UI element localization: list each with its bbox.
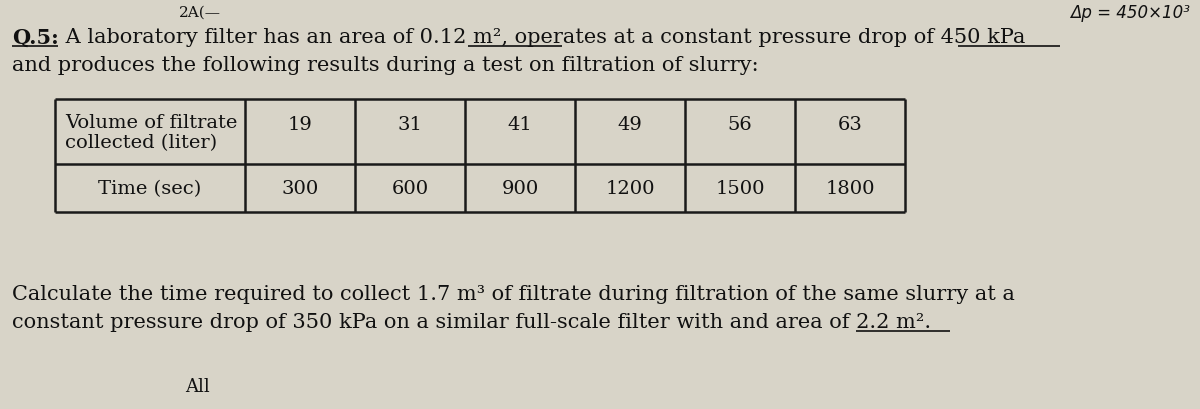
Text: Δp = 450×10³: Δp = 450×10³: [1070, 4, 1190, 22]
Text: 19: 19: [288, 115, 312, 133]
Text: 2A(—: 2A(—: [179, 6, 221, 20]
Text: Q.5:: Q.5:: [12, 28, 59, 48]
Text: All: All: [185, 377, 210, 395]
Text: and produces the following results during a test on filtration of slurry:: and produces the following results durin…: [12, 56, 758, 75]
Text: constant pressure drop of 350 kPa on a similar full-scale filter with and area o: constant pressure drop of 350 kPa on a s…: [12, 312, 931, 331]
Text: 41: 41: [508, 115, 533, 133]
Text: 49: 49: [618, 115, 642, 133]
Text: Volume of filtrate: Volume of filtrate: [65, 114, 238, 132]
Text: 600: 600: [391, 180, 428, 198]
Text: A laboratory filter has an area of 0.12 m², operates at a constant pressure drop: A laboratory filter has an area of 0.12 …: [59, 28, 1025, 47]
Text: collected (liter): collected (liter): [65, 134, 217, 152]
Text: 56: 56: [727, 115, 752, 133]
Text: Calculate the time required to collect 1.7 m³ of filtrate during filtration of t: Calculate the time required to collect 1…: [12, 284, 1015, 303]
Text: 31: 31: [397, 115, 422, 133]
Text: 900: 900: [502, 180, 539, 198]
Text: 63: 63: [838, 115, 863, 133]
Text: Time (sec): Time (sec): [98, 180, 202, 198]
Text: 1500: 1500: [715, 180, 764, 198]
Text: 300: 300: [281, 180, 319, 198]
Text: 1800: 1800: [826, 180, 875, 198]
Text: 1200: 1200: [605, 180, 655, 198]
